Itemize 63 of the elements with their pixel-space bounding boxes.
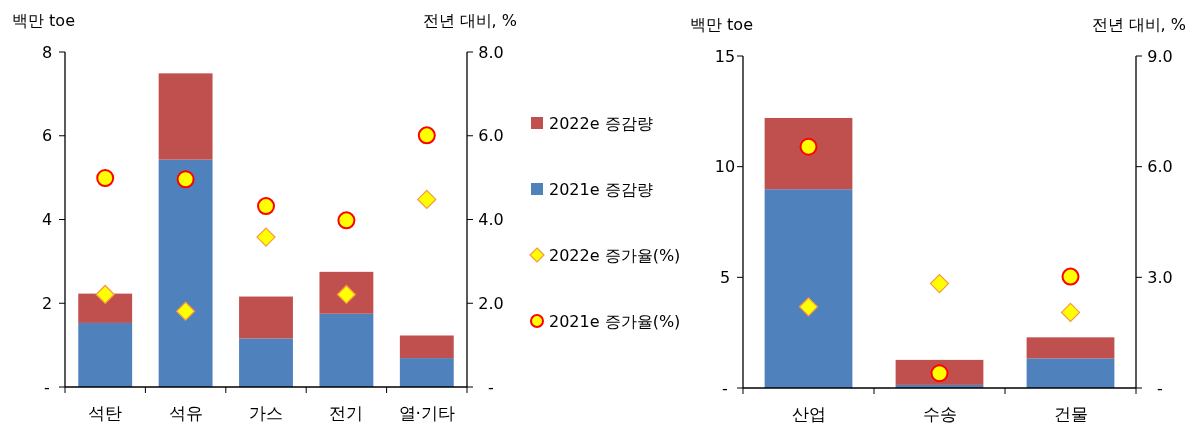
x-tick-label: 건물 bbox=[1053, 404, 1088, 424]
bar bbox=[239, 296, 293, 339]
legend-label: 2021e 증감량 bbox=[549, 179, 653, 199]
y-tick-label: 10 bbox=[714, 157, 736, 177]
bar bbox=[239, 338, 293, 387]
point bbox=[1060, 302, 1081, 322]
bar bbox=[78, 322, 133, 387]
point bbox=[95, 284, 115, 305]
bar bbox=[399, 358, 454, 387]
point bbox=[417, 126, 436, 145]
bar bbox=[399, 335, 454, 359]
y2-tick-label: 8.0 bbox=[478, 42, 504, 62]
bar bbox=[158, 159, 213, 387]
point bbox=[930, 364, 949, 383]
y2-tick-label: - bbox=[488, 377, 494, 397]
point bbox=[176, 301, 196, 321]
y2-tick-label: 3.0 bbox=[1147, 267, 1173, 287]
x-tick-label: 수송 bbox=[922, 404, 957, 424]
bar bbox=[1026, 337, 1115, 359]
point bbox=[257, 197, 275, 216]
y2-tick-label: 2.0 bbox=[478, 293, 504, 313]
point bbox=[417, 189, 437, 209]
bar bbox=[319, 271, 374, 314]
legend-label: 2021e 증가율(%) bbox=[549, 311, 681, 331]
point bbox=[798, 297, 819, 317]
bar bbox=[158, 73, 213, 160]
y2-axis-title: 전년 대비, % bbox=[422, 11, 517, 30]
y-tick-label: - bbox=[722, 378, 728, 398]
legend-label: 2022e 증감량 bbox=[549, 113, 653, 133]
y-tick-label: 4 bbox=[41, 210, 53, 230]
bar bbox=[1026, 358, 1115, 388]
x-tick-label: 산업 bbox=[791, 404, 826, 424]
x-tick-label: 가스 bbox=[249, 403, 283, 423]
point bbox=[799, 137, 818, 156]
y-axis-title: 백만 toe bbox=[12, 11, 75, 30]
x-tick-label: 전기 bbox=[329, 403, 364, 423]
x-tick-label: 석유 bbox=[168, 403, 203, 423]
x-tick-label: 열·기타 bbox=[398, 403, 455, 423]
y-tick-label: 2 bbox=[41, 293, 53, 313]
bar bbox=[319, 313, 374, 387]
x-tick-label: 석탄 bbox=[88, 403, 123, 423]
y-tick-label: - bbox=[44, 377, 50, 397]
y2-tick-label: 4.0 bbox=[478, 210, 504, 230]
y-tick-label: 5 bbox=[719, 267, 731, 287]
y-tick-label: 8 bbox=[41, 42, 53, 62]
y-axis-title: 백만 toe bbox=[690, 15, 753, 34]
y-tick-label: 6 bbox=[41, 126, 53, 146]
point bbox=[256, 227, 276, 247]
bar bbox=[78, 293, 133, 323]
y2-tick-label: 6.0 bbox=[478, 126, 504, 146]
point bbox=[929, 274, 950, 294]
point bbox=[176, 170, 195, 189]
legend-label: 2022e 증가율(%) bbox=[549, 245, 681, 265]
point bbox=[96, 169, 115, 188]
y2-tick-label: - bbox=[1157, 378, 1163, 398]
y-tick-label: 15 bbox=[714, 46, 736, 66]
point bbox=[1061, 267, 1080, 286]
point bbox=[337, 211, 356, 230]
bar bbox=[764, 189, 853, 388]
y2-tick-label: 9.0 bbox=[1147, 46, 1173, 66]
y2-tick-label: 6.0 bbox=[1147, 157, 1173, 177]
y2-axis-title: 전년 대비, % bbox=[1091, 15, 1186, 34]
bar bbox=[764, 117, 853, 190]
